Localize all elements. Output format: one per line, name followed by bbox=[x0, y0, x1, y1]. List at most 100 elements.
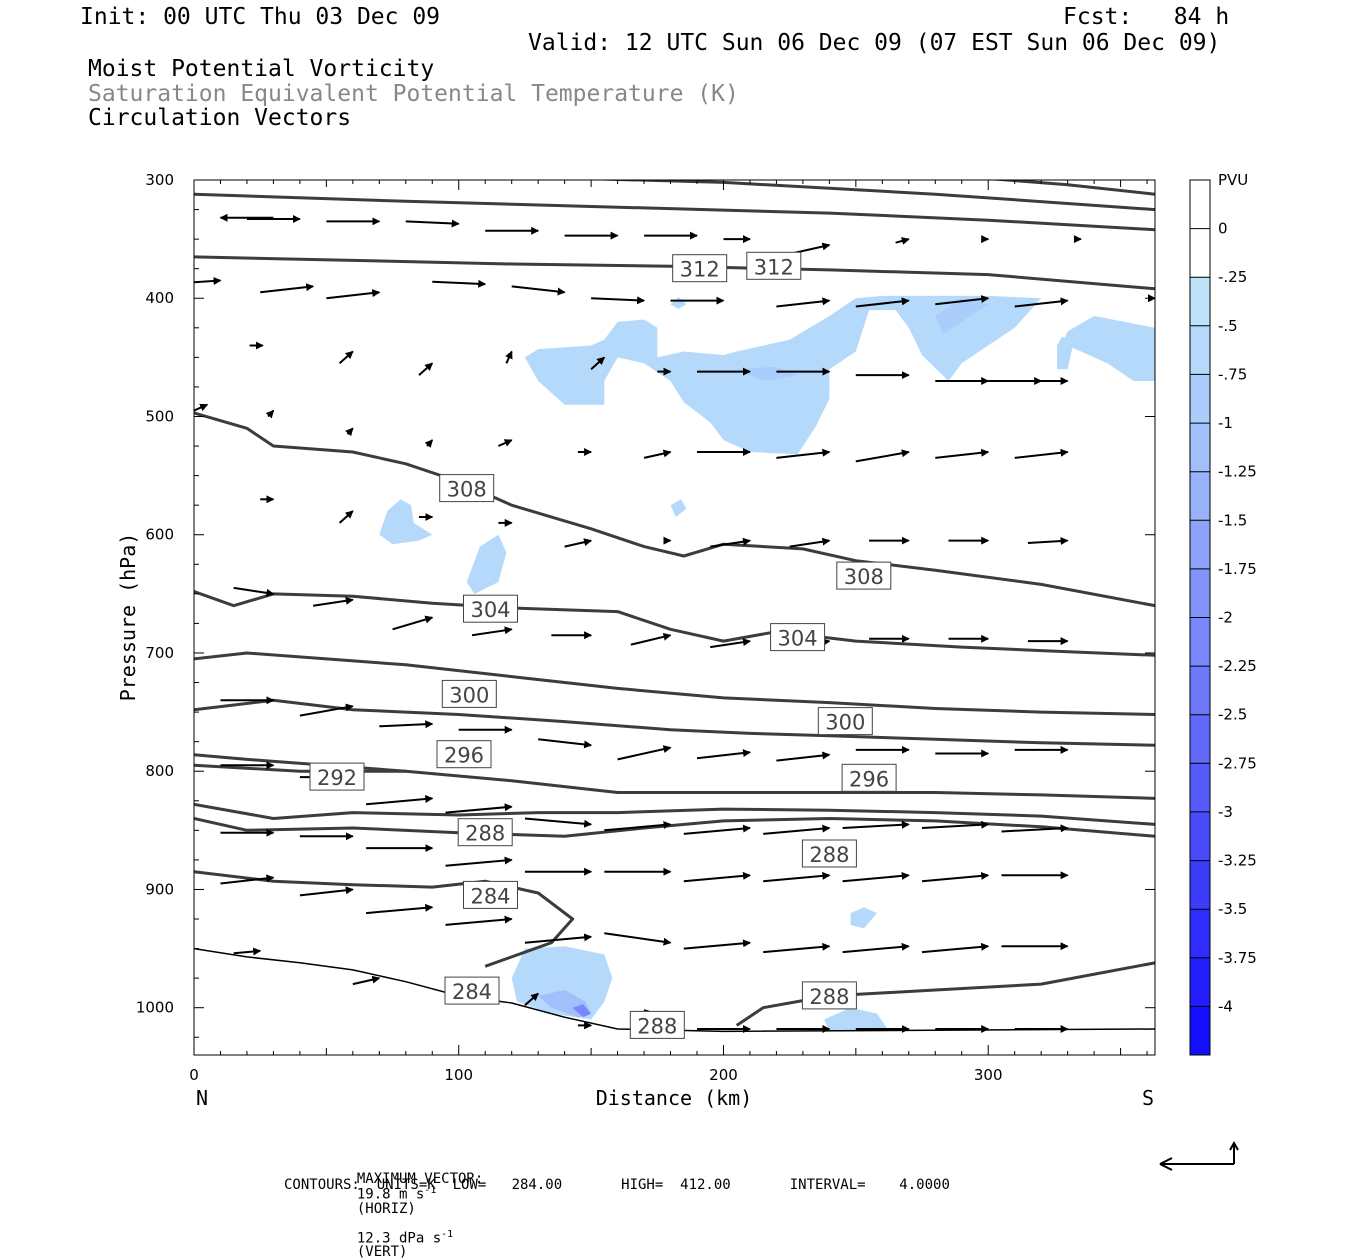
contour-label: 288 bbox=[801, 839, 857, 868]
circulation-vector bbox=[696, 749, 751, 760]
circulation-vector bbox=[265, 409, 275, 419]
contour-label: 312 bbox=[746, 251, 802, 280]
contour-label-box bbox=[801, 981, 857, 1010]
colorbar-label: -3.25 bbox=[1218, 852, 1257, 870]
colorbar: 0 -.25 -.5 -.75 -1 -1.25 -1.5 -1.75 -2 -2.25 -2.5 -… bbox=[1189, 179, 1257, 1056]
x-tick-label: 200 bbox=[709, 1066, 738, 1084]
mpv-region-5 bbox=[824, 1007, 888, 1032]
contour-label-box bbox=[770, 623, 826, 652]
contour-label-box bbox=[836, 561, 892, 590]
contour-label: 296 bbox=[841, 763, 897, 792]
circulation-vector bbox=[935, 295, 990, 306]
circulation-vector bbox=[921, 871, 990, 883]
contour-label-box bbox=[309, 762, 365, 791]
horiz-tag: (HORIZ) bbox=[356, 1200, 416, 1217]
circulation-vector bbox=[260, 283, 315, 294]
y-tick-label: 400 bbox=[145, 289, 174, 307]
circulation-vector bbox=[445, 803, 513, 814]
colorbar-label: -2.75 bbox=[1218, 754, 1257, 772]
circulation-vector bbox=[233, 947, 262, 956]
mpv-region-11 bbox=[736, 366, 798, 381]
circulation-vector bbox=[392, 615, 434, 631]
colorbar-units: PVU bbox=[1218, 171, 1248, 189]
contour-label-text: 308 bbox=[844, 565, 884, 589]
circulation-vector bbox=[935, 448, 990, 459]
circulation-vector bbox=[895, 237, 910, 245]
colorbar-label: -3.75 bbox=[1218, 949, 1257, 967]
contour-label-text: 308 bbox=[447, 478, 487, 502]
contour-300-8 bbox=[194, 651, 1155, 716]
contour-label-text: 296 bbox=[444, 744, 484, 768]
y-tick-label: 800 bbox=[145, 762, 174, 780]
contour-308-10 bbox=[194, 411, 1155, 608]
colorbar-swatch bbox=[1190, 957, 1210, 1007]
contour-label-text: 288 bbox=[809, 843, 849, 867]
circulation-vector bbox=[524, 817, 593, 828]
circulation-vector bbox=[505, 350, 513, 364]
mpv-region-8 bbox=[670, 297, 687, 309]
circulation-vector bbox=[683, 939, 751, 950]
x-axis-title: Distance (km) bbox=[596, 1086, 753, 1110]
colorbar-swatch bbox=[1190, 811, 1210, 861]
circulation-vector bbox=[842, 942, 910, 954]
colorbar-swatch bbox=[1190, 1006, 1210, 1056]
x-tick-label: 100 bbox=[444, 1066, 473, 1084]
contour-info: CONTOURS: UNITS=K LOW= 284.00 HIGH= 412.… bbox=[284, 1177, 950, 1193]
mpv-region-7 bbox=[1057, 336, 1073, 370]
forecast-hour: Fcst: 84 h bbox=[1063, 4, 1230, 30]
contour-label-box bbox=[629, 1010, 685, 1039]
colorbar-label: -.5 bbox=[1218, 317, 1238, 335]
contour-label-box bbox=[441, 679, 497, 708]
contour-label: 288 bbox=[801, 981, 857, 1010]
y-tick-label: 300 bbox=[145, 171, 174, 189]
vert-exponent: -1 bbox=[441, 1228, 454, 1240]
y-tick-label: 600 bbox=[145, 526, 174, 544]
mpv-region-3 bbox=[466, 534, 507, 594]
contour-312-11 bbox=[194, 255, 1155, 291]
circulation-vector bbox=[776, 751, 831, 762]
contour-label-text: 304 bbox=[470, 598, 510, 622]
mpv-region-6 bbox=[850, 907, 877, 929]
circulation-vector bbox=[763, 942, 831, 954]
contour-label-text: 288 bbox=[465, 822, 505, 846]
colorbar-swatch bbox=[1190, 617, 1210, 667]
colorbar-swatch bbox=[1190, 666, 1210, 716]
colorbar-swatch bbox=[1190, 228, 1210, 278]
circulation-vector bbox=[591, 296, 646, 305]
circulation-vector bbox=[338, 510, 354, 524]
circulation-vector bbox=[497, 439, 513, 447]
circulation-vector bbox=[194, 942, 195, 950]
mpv-region-4 bbox=[511, 946, 613, 1020]
contour-label-box bbox=[439, 474, 495, 503]
circulation-vector bbox=[524, 933, 593, 944]
contour-label-text: 288 bbox=[637, 1014, 677, 1038]
circulation-vector bbox=[789, 537, 831, 548]
circulation-vector bbox=[299, 886, 354, 897]
contour-label-text: 284 bbox=[470, 884, 510, 908]
circulation-vector bbox=[194, 827, 195, 836]
circulation-vector bbox=[338, 350, 354, 365]
circulation-vector bbox=[366, 795, 434, 806]
circulation-vector bbox=[564, 538, 593, 548]
colorbar-label: -.75 bbox=[1218, 365, 1247, 383]
circulation-vector bbox=[299, 703, 354, 717]
circulation-vector bbox=[538, 738, 593, 749]
contour-288-2 bbox=[194, 817, 1155, 838]
circulation-vector bbox=[921, 942, 990, 954]
x-end-label-north: N bbox=[196, 1086, 208, 1110]
circulation-vector bbox=[1014, 297, 1069, 308]
circulation-vector bbox=[424, 439, 434, 448]
colorbar-swatch bbox=[1190, 374, 1210, 424]
colorbar-swatch bbox=[1190, 763, 1210, 813]
circulation-vector bbox=[352, 975, 381, 986]
contour-label: 312 bbox=[672, 254, 728, 283]
y-tick-label: 700 bbox=[145, 644, 174, 662]
x-tick-label: 300 bbox=[974, 1066, 1003, 1084]
circulation-vector bbox=[326, 289, 381, 300]
mpv-region-13 bbox=[572, 1004, 592, 1018]
circulation-vector bbox=[855, 297, 910, 308]
circulation-vector bbox=[683, 824, 751, 835]
contour-292-4 bbox=[194, 802, 1155, 826]
circulation-vector bbox=[710, 638, 751, 649]
contour-label: 300 bbox=[817, 707, 873, 736]
